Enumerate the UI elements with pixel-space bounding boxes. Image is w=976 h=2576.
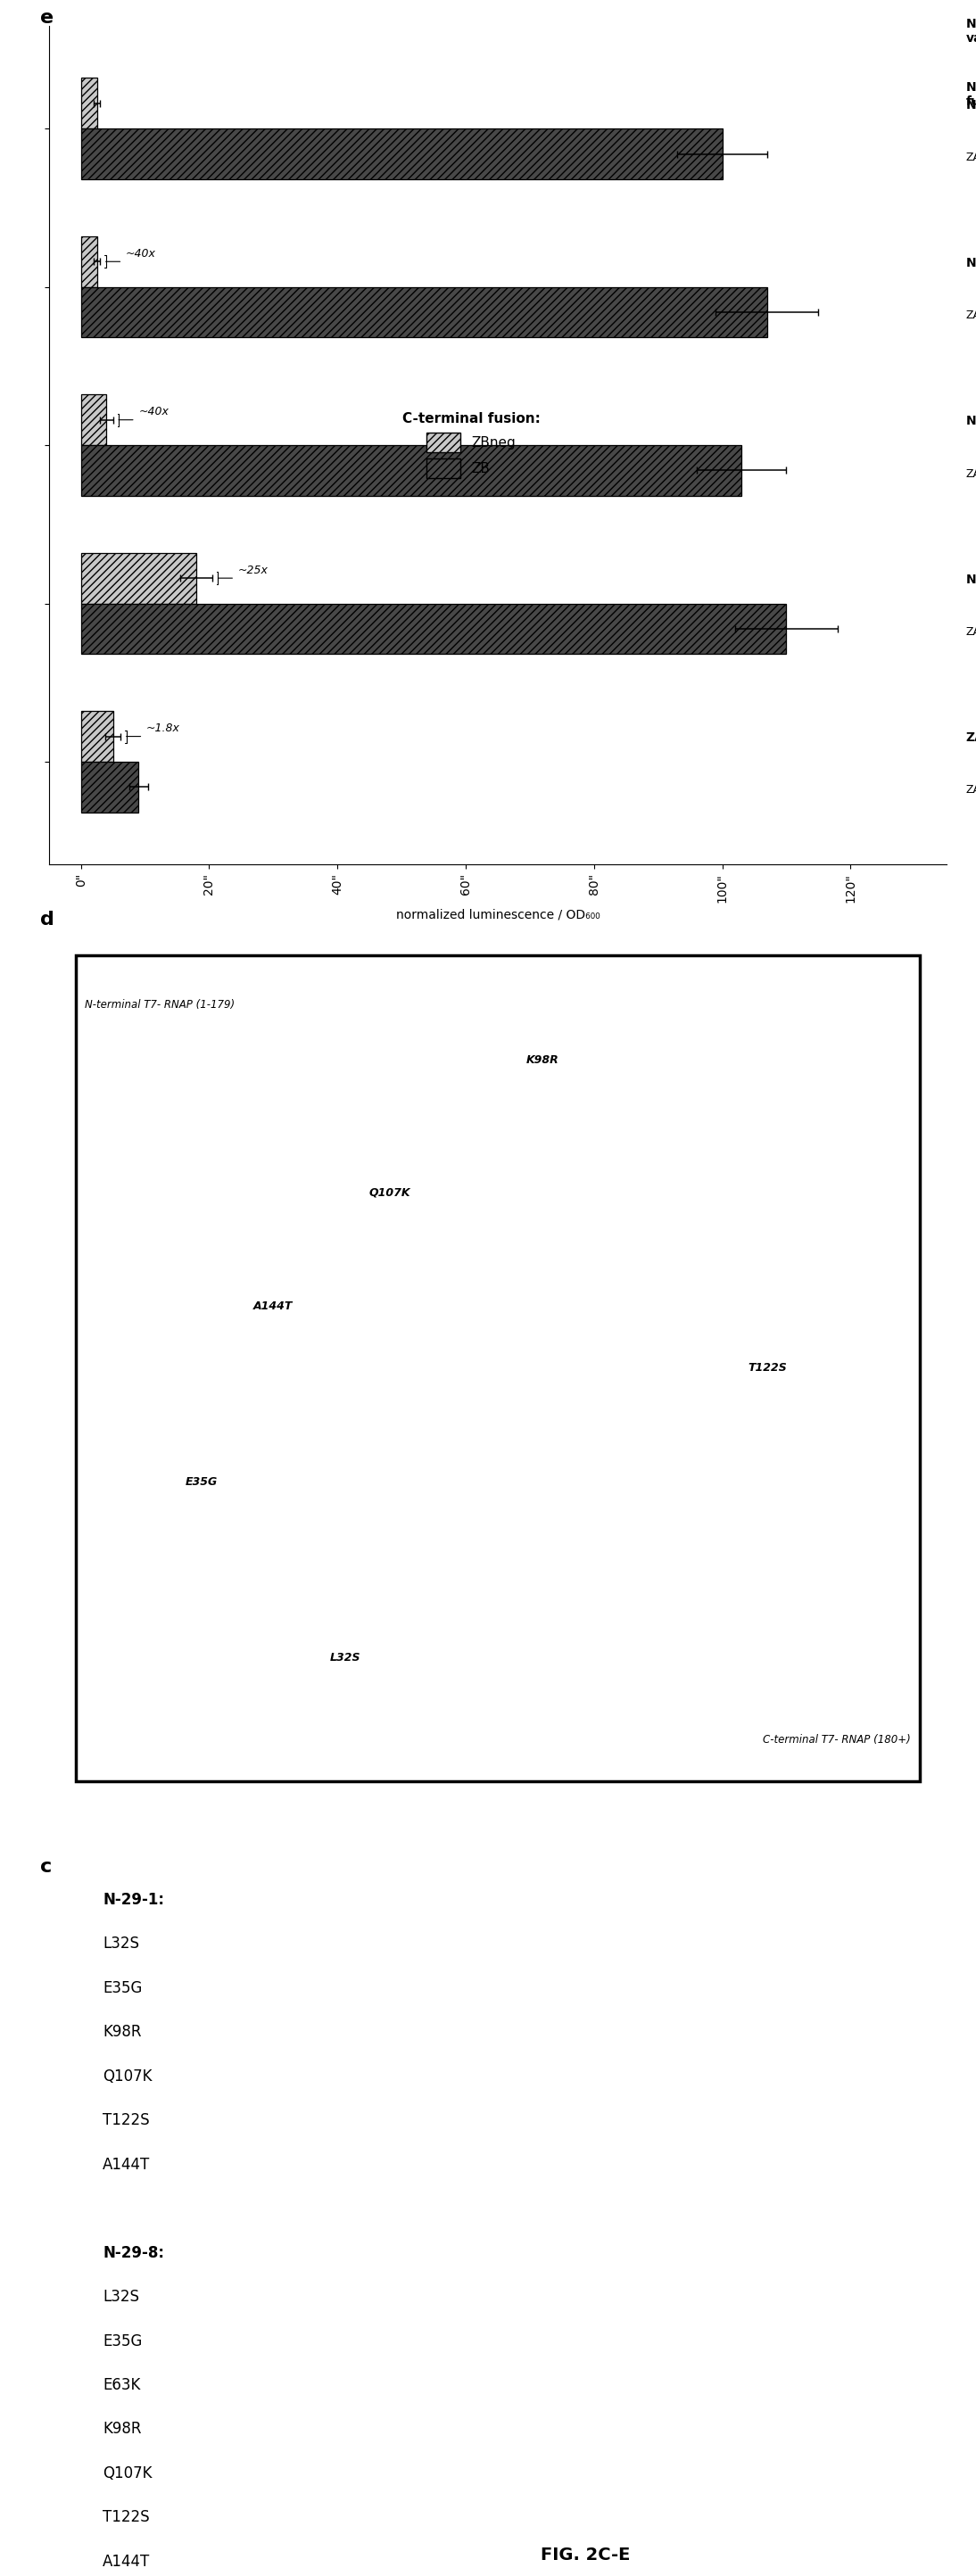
Text: T122S: T122S [102, 2509, 149, 2524]
Text: L32S: L32S [330, 1651, 360, 1664]
Text: ~25x: ~25x [264, 621, 276, 652]
Text: ZA: ZA [151, 997, 167, 1007]
Text: N-29-8:: N-29-8: [102, 2244, 164, 2262]
Text: N-29-8: N-29-8 [474, 925, 521, 938]
Text: Q107K: Q107K [102, 2069, 152, 2084]
Text: ~40x: ~40x [139, 407, 169, 417]
Text: N-terminal
fusion:: N-terminal fusion: [0, 997, 37, 1023]
Text: ZA: ZA [966, 786, 976, 796]
Bar [274, 726, 328, 835]
Text: N-29-8: N-29-8 [966, 415, 976, 428]
Text: A144T: A144T [102, 2156, 150, 2172]
Text: E35G: E35G [102, 1981, 142, 1996]
Text: N-terminal
fusion:: N-terminal fusion: [966, 82, 976, 108]
Text: ZA: ZA [966, 626, 976, 639]
Text: L32S: L32S [102, 2290, 140, 2306]
Bar [668, 193, 721, 835]
Text: ZA-L13I,L20I: ZA-L13I,L20I [801, 997, 872, 1007]
Text: E35G: E35G [185, 1476, 218, 1489]
Text: ZA: ZA [321, 997, 336, 1007]
Text: d: d [40, 912, 54, 930]
Bar [783, 819, 836, 835]
Text: E35G: E35G [102, 2334, 142, 2349]
Text: N-terminal
variant:: N-terminal variant: [0, 925, 37, 951]
Text: ZA-L13I,L20I: ZA-L13I,L20I [966, 152, 976, 162]
Text: K98R: K98R [102, 2421, 142, 2437]
Bar [443, 811, 498, 835]
Bar [81, 554, 196, 603]
Text: ~25x: ~25x [238, 564, 268, 577]
Bar [159, 781, 213, 835]
Text: A144T: A144T [254, 1301, 293, 1311]
Bar [328, 175, 383, 835]
Text: ~1.8x: ~1.8x [146, 724, 181, 734]
X-axis label: normalized luminescence / OD₆₀₀: normalized luminescence / OD₆₀₀ [396, 909, 599, 922]
Text: ~40x: ~40x [604, 726, 616, 757]
Text: FIG. 2C-E: FIG. 2C-E [541, 2545, 630, 2563]
Text: A144T: A144T [102, 2553, 150, 2571]
Text: N-29-8: N-29-8 [813, 925, 860, 938]
Bar [104, 804, 159, 835]
Bar [81, 394, 106, 446]
Text: c: c [40, 1857, 52, 1875]
Text: Q107K: Q107K [369, 1188, 411, 1198]
Text: ZA: ZA [966, 732, 976, 744]
Text: N-terminal
variant:: N-terminal variant: [966, 18, 976, 44]
Text: T122S: T122S [748, 1363, 787, 1373]
Bar [81, 237, 97, 286]
Text: L32S: L32S [102, 1935, 140, 1953]
Text: ~40x: ~40x [434, 714, 446, 744]
Text: K98R: K98R [102, 2025, 142, 2040]
Text: K98R: K98R [526, 1054, 559, 1066]
Bar [81, 286, 767, 337]
Bar [81, 711, 113, 762]
Bar [81, 446, 742, 495]
Text: N-29-1: N-29-1 [644, 925, 690, 938]
Bar [81, 129, 722, 180]
Bar [81, 77, 97, 129]
Text: ZA: ZA [966, 469, 976, 479]
Text: ZA-L13I,L20I: ZA-L13I,L20I [966, 309, 976, 322]
Text: ZA-L13I,L20I: ZA-L13I,L20I [632, 997, 702, 1007]
Text: ~1.8x: ~1.8x [96, 703, 107, 737]
Text: N-terminal T7- RNAP (1-179): N-terminal T7- RNAP (1-179) [85, 999, 234, 1010]
Text: e: e [40, 8, 54, 26]
Text: Q107K: Q107K [102, 2465, 152, 2481]
Text: ~40x: ~40x [126, 247, 156, 260]
Legend: ZBneg, ZB: ZBneg, ZB [397, 407, 546, 484]
Bar [81, 762, 139, 811]
Text: N-29-1: N-29-1 [966, 574, 976, 585]
Text: ZA: ZA [490, 997, 506, 1007]
Text: N-29-8: N-29-8 [966, 98, 976, 111]
Text: C-terminal T7- RNAP (180+): C-terminal T7- RNAP (180+) [763, 1734, 911, 1747]
Bar [613, 819, 668, 835]
Bar [76, 956, 919, 1780]
Text: ZA: ZA [149, 925, 168, 938]
Bar [81, 603, 787, 654]
Bar [498, 216, 552, 835]
Text: N-29-1:: N-29-1: [102, 1891, 164, 1909]
Text: N-29-1: N-29-1 [305, 925, 351, 938]
Bar [836, 234, 891, 835]
Legend: ZBneg, ZB: ZBneg, ZB [64, 41, 214, 118]
Text: T122S: T122S [102, 2112, 149, 2128]
Text: N-29-1: N-29-1 [966, 258, 976, 270]
Text: E63K: E63K [102, 2378, 141, 2393]
